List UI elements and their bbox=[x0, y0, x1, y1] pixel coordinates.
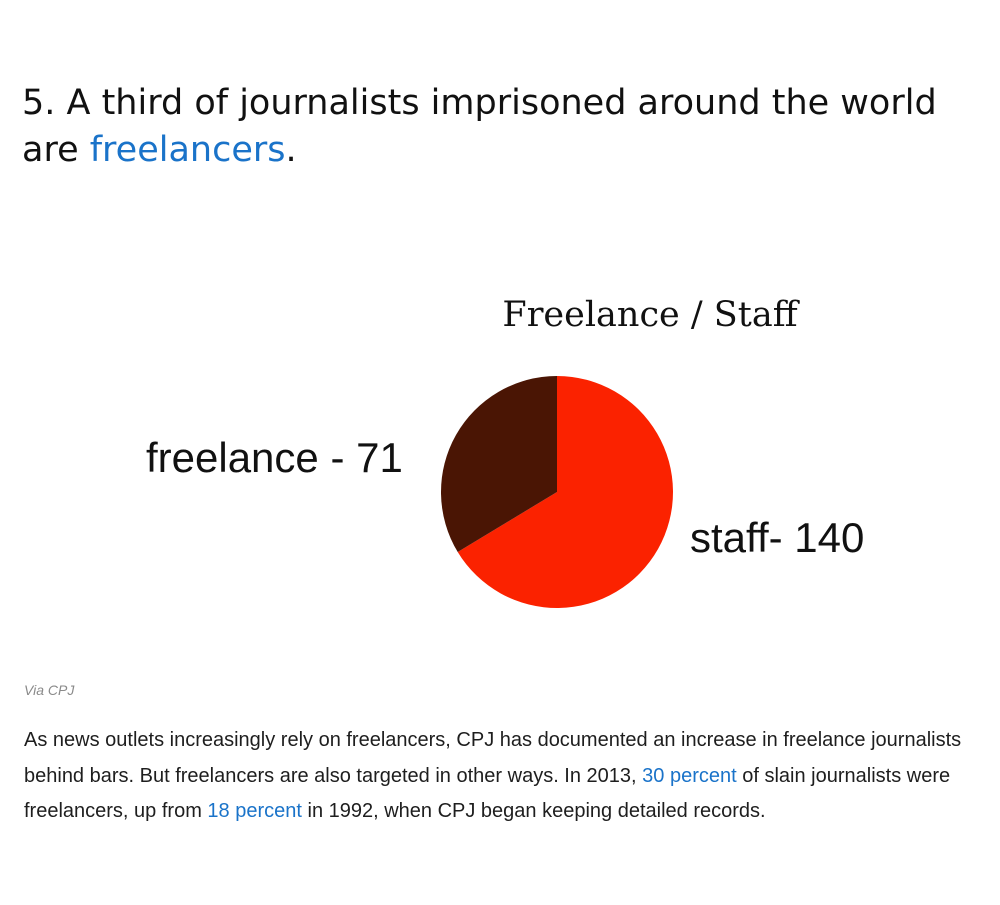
paragraph-text-2: of slain journalists were freelancers, u… bbox=[24, 764, 951, 823]
pie-slice-freelance bbox=[441, 376, 557, 552]
heading-text: 5. A third of journalists imprisoned aro… bbox=[22, 83, 937, 170]
label-freelance: freelance - 71 bbox=[146, 434, 403, 481]
image-credit: Via CPJ bbox=[24, 682, 75, 698]
label-staff: staff- 140 bbox=[690, 514, 864, 561]
article-heading: 5. A third of journalists imprisoned aro… bbox=[22, 80, 982, 174]
thirty-percent-link[interactable]: 30 percent bbox=[642, 764, 737, 787]
heading-period: . bbox=[285, 130, 297, 170]
paragraph-text-1: As news outlets increasingly rely on fre… bbox=[24, 729, 962, 787]
freelancers-link[interactable]: freelancers bbox=[89, 130, 286, 170]
pie-slices bbox=[441, 376, 673, 609]
article-paragraph: As news outlets increasingly rely on fre… bbox=[24, 723, 984, 830]
pie-chart: Freelance / Staff freelance - 71 staff- … bbox=[146, 295, 864, 609]
chart-title: Freelance / Staff bbox=[502, 295, 799, 335]
paragraph-text-3: in 1992, when CPJ began keeping detailed… bbox=[301, 800, 766, 822]
eighteen-percent-link[interactable]: 18 percent bbox=[207, 800, 302, 822]
pie-slice-staff bbox=[457, 376, 673, 609]
